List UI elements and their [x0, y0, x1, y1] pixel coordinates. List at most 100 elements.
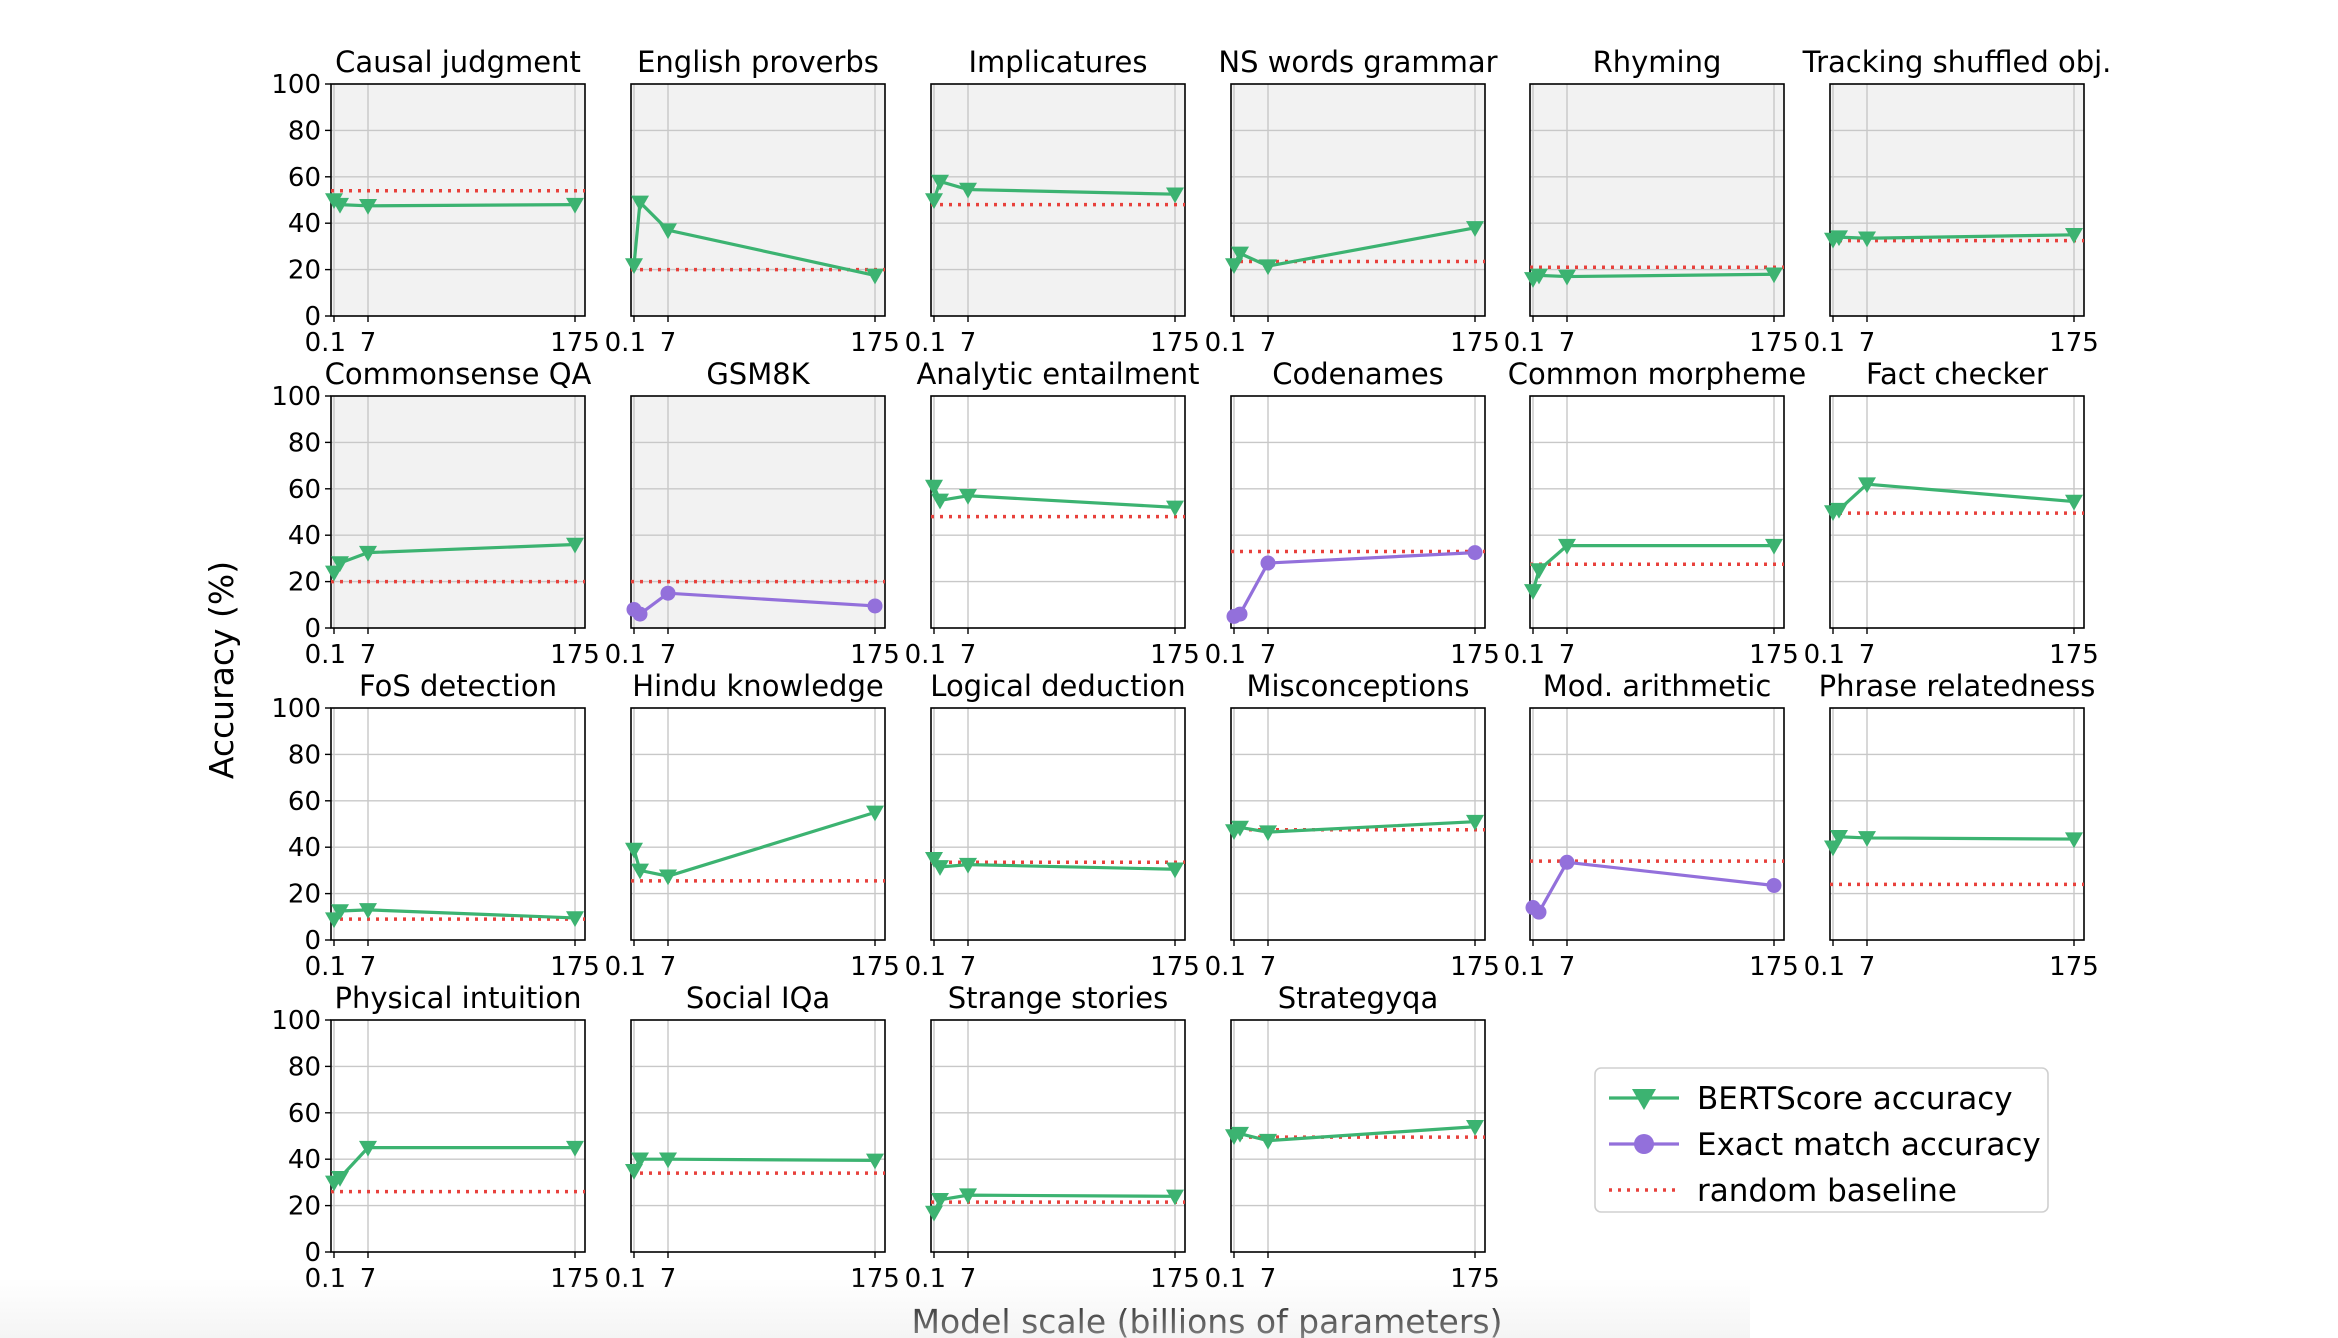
- y-tick-label: 60: [288, 1099, 321, 1129]
- y-tick-label: 20: [288, 256, 321, 286]
- bertscore-point: [625, 258, 643, 274]
- panel-implicatures: Implicatures 0.1 7 175: [905, 45, 1200, 358]
- panel-title: Phrase relatedness: [1819, 669, 2096, 703]
- plot-area: [1530, 396, 1784, 628]
- x-tick-label: 175: [1450, 328, 1500, 358]
- legend-label: BERTScore accuracy: [1697, 1081, 2013, 1117]
- x-tick-label: 7: [1559, 328, 1576, 358]
- bertscore-point: [1858, 231, 1876, 248]
- x-tick-label: 175: [2049, 328, 2099, 358]
- panel-physical-intuition: Physical intuition 0.1 7 175 0 20 40 60 80 100: [271, 981, 599, 1294]
- panels-group: Causal judgment 0.1 7 175 0 20 40 60 80 100 Englis…: [271, 45, 2111, 1294]
- x-tick-label: 175: [550, 640, 600, 670]
- bertscore-point: [566, 1140, 584, 1157]
- x-tick-label: 7: [360, 1264, 377, 1294]
- panel-english-proverbs: English proverbs 0.1 7 175: [605, 45, 900, 358]
- y-tick-label: 0: [304, 614, 321, 644]
- plot-frame: [330, 395, 586, 629]
- plot-area: [1231, 84, 1485, 316]
- x-tick-label: 7: [960, 1264, 977, 1294]
- bertscore-point: [1558, 269, 1576, 286]
- panel-title: Misconceptions: [1246, 669, 1469, 703]
- bertscore-point: [631, 195, 649, 212]
- panel-strategyqa: Strategyqa 0.1 7 175: [1205, 981, 1500, 1294]
- panel-title: Fact checker: [1866, 357, 2048, 391]
- x-tick-label: 175: [2049, 952, 2099, 982]
- bertscore-point: [331, 556, 349, 573]
- plot-area: [1231, 396, 1485, 628]
- legend-circle-marker: [1634, 1134, 1654, 1154]
- bertscore-point: [359, 1140, 377, 1157]
- y-tick-label: 80: [288, 116, 321, 146]
- x-tick-label: 175: [1150, 640, 1200, 670]
- x-tick-label: 7: [660, 328, 677, 358]
- bertscore-point: [1830, 502, 1848, 519]
- bertscore-point: [566, 197, 584, 214]
- x-tick-label: 175: [1749, 328, 1799, 358]
- panel-title: Physical intuition: [335, 981, 582, 1015]
- x-tick-label: 7: [660, 1264, 677, 1294]
- x-tick-label: 175: [550, 328, 600, 358]
- y-tick-label: 40: [288, 833, 321, 863]
- bertscore-point: [1858, 477, 1876, 494]
- panel-title: Implicatures: [968, 45, 1147, 79]
- bertscore-point: [925, 479, 943, 496]
- bertscore-series-line: [632, 198, 876, 277]
- plot-frame: [630, 1019, 886, 1253]
- x-tick-label: 0.1: [605, 640, 646, 670]
- panel-logical-deduction: Logical deduction 0.1 7 175: [905, 669, 1200, 982]
- x-tick-label: 0.1: [1205, 328, 1246, 358]
- plot-area: [931, 84, 1185, 316]
- legend-bertscore: BERTScore accuracy: [1609, 1081, 2013, 1117]
- bertscore-series-line: [932, 485, 1176, 509]
- y-tick-label: 40: [288, 1145, 321, 1175]
- bertscore-point: [931, 493, 949, 510]
- x-tick-label: 7: [1260, 640, 1277, 670]
- x-tick-label: 175: [850, 328, 900, 358]
- bertscore-point: [866, 268, 884, 285]
- plot-area: [331, 1020, 585, 1252]
- panel-social-iqa: Social IQa 0.1 7 175: [605, 981, 900, 1294]
- x-tick-label: 0.1: [1205, 1264, 1246, 1294]
- bertscore-point: [925, 193, 943, 209]
- x-tick-label: 175: [1450, 1264, 1500, 1294]
- bertscore-point: [1858, 831, 1876, 847]
- x-tick-label: 0.1: [1804, 328, 1845, 358]
- bertscore-point: [2065, 494, 2083, 511]
- bertscore-point: [959, 857, 977, 874]
- bertscore-point: [1530, 563, 1548, 579]
- legend-exact-match: Exact match accuracy: [1609, 1127, 2041, 1163]
- bertscore-point: [866, 805, 884, 822]
- bertscore-point: [959, 489, 977, 505]
- x-tick-label: 0.1: [1804, 952, 1845, 982]
- exact-match-point: [1467, 545, 1483, 561]
- x-tick-label: 0.1: [605, 1264, 646, 1294]
- bertscore-point: [925, 852, 943, 868]
- bertscore-point: [331, 1171, 349, 1187]
- plot-area: [1830, 708, 2084, 940]
- x-tick-label: 175: [2049, 640, 2099, 670]
- x-tick-label: 0.1: [905, 640, 946, 670]
- bertscore-series-line: [1531, 544, 1774, 592]
- figure-y-label: Accuracy (%): [202, 561, 241, 779]
- bertscore-point: [1765, 267, 1783, 284]
- exact-match-point: [1766, 877, 1782, 893]
- x-tick-label: 0.1: [305, 952, 346, 982]
- panel-strange-stories: Strange stories 0.1 7 175: [905, 981, 1200, 1294]
- legend-label: Exact match accuracy: [1697, 1127, 2041, 1163]
- legend: BERTScore accuracy Exact match accuracy ra…: [1594, 1067, 2049, 1213]
- bertscore-point: [325, 565, 343, 582]
- x-tick-label: 0.1: [305, 328, 346, 358]
- figure-x-label: Model scale (billions of parameters): [912, 1302, 1503, 1338]
- bertscore-point: [1830, 230, 1848, 247]
- y-tick-label: 20: [288, 568, 321, 598]
- bertscore-point: [1259, 259, 1277, 276]
- x-tick-label: 7: [360, 952, 377, 982]
- plot-area: [631, 84, 885, 316]
- x-tick-label: 7: [1260, 952, 1277, 982]
- plot-area: [931, 708, 1185, 940]
- x-tick-label: 7: [1559, 952, 1576, 982]
- exact-match-point: [1232, 606, 1248, 622]
- panel-causal-judgment: Causal judgment 0.1 7 175 0 20 40 60 80 100: [271, 45, 599, 358]
- bertscore-point: [625, 1164, 643, 1180]
